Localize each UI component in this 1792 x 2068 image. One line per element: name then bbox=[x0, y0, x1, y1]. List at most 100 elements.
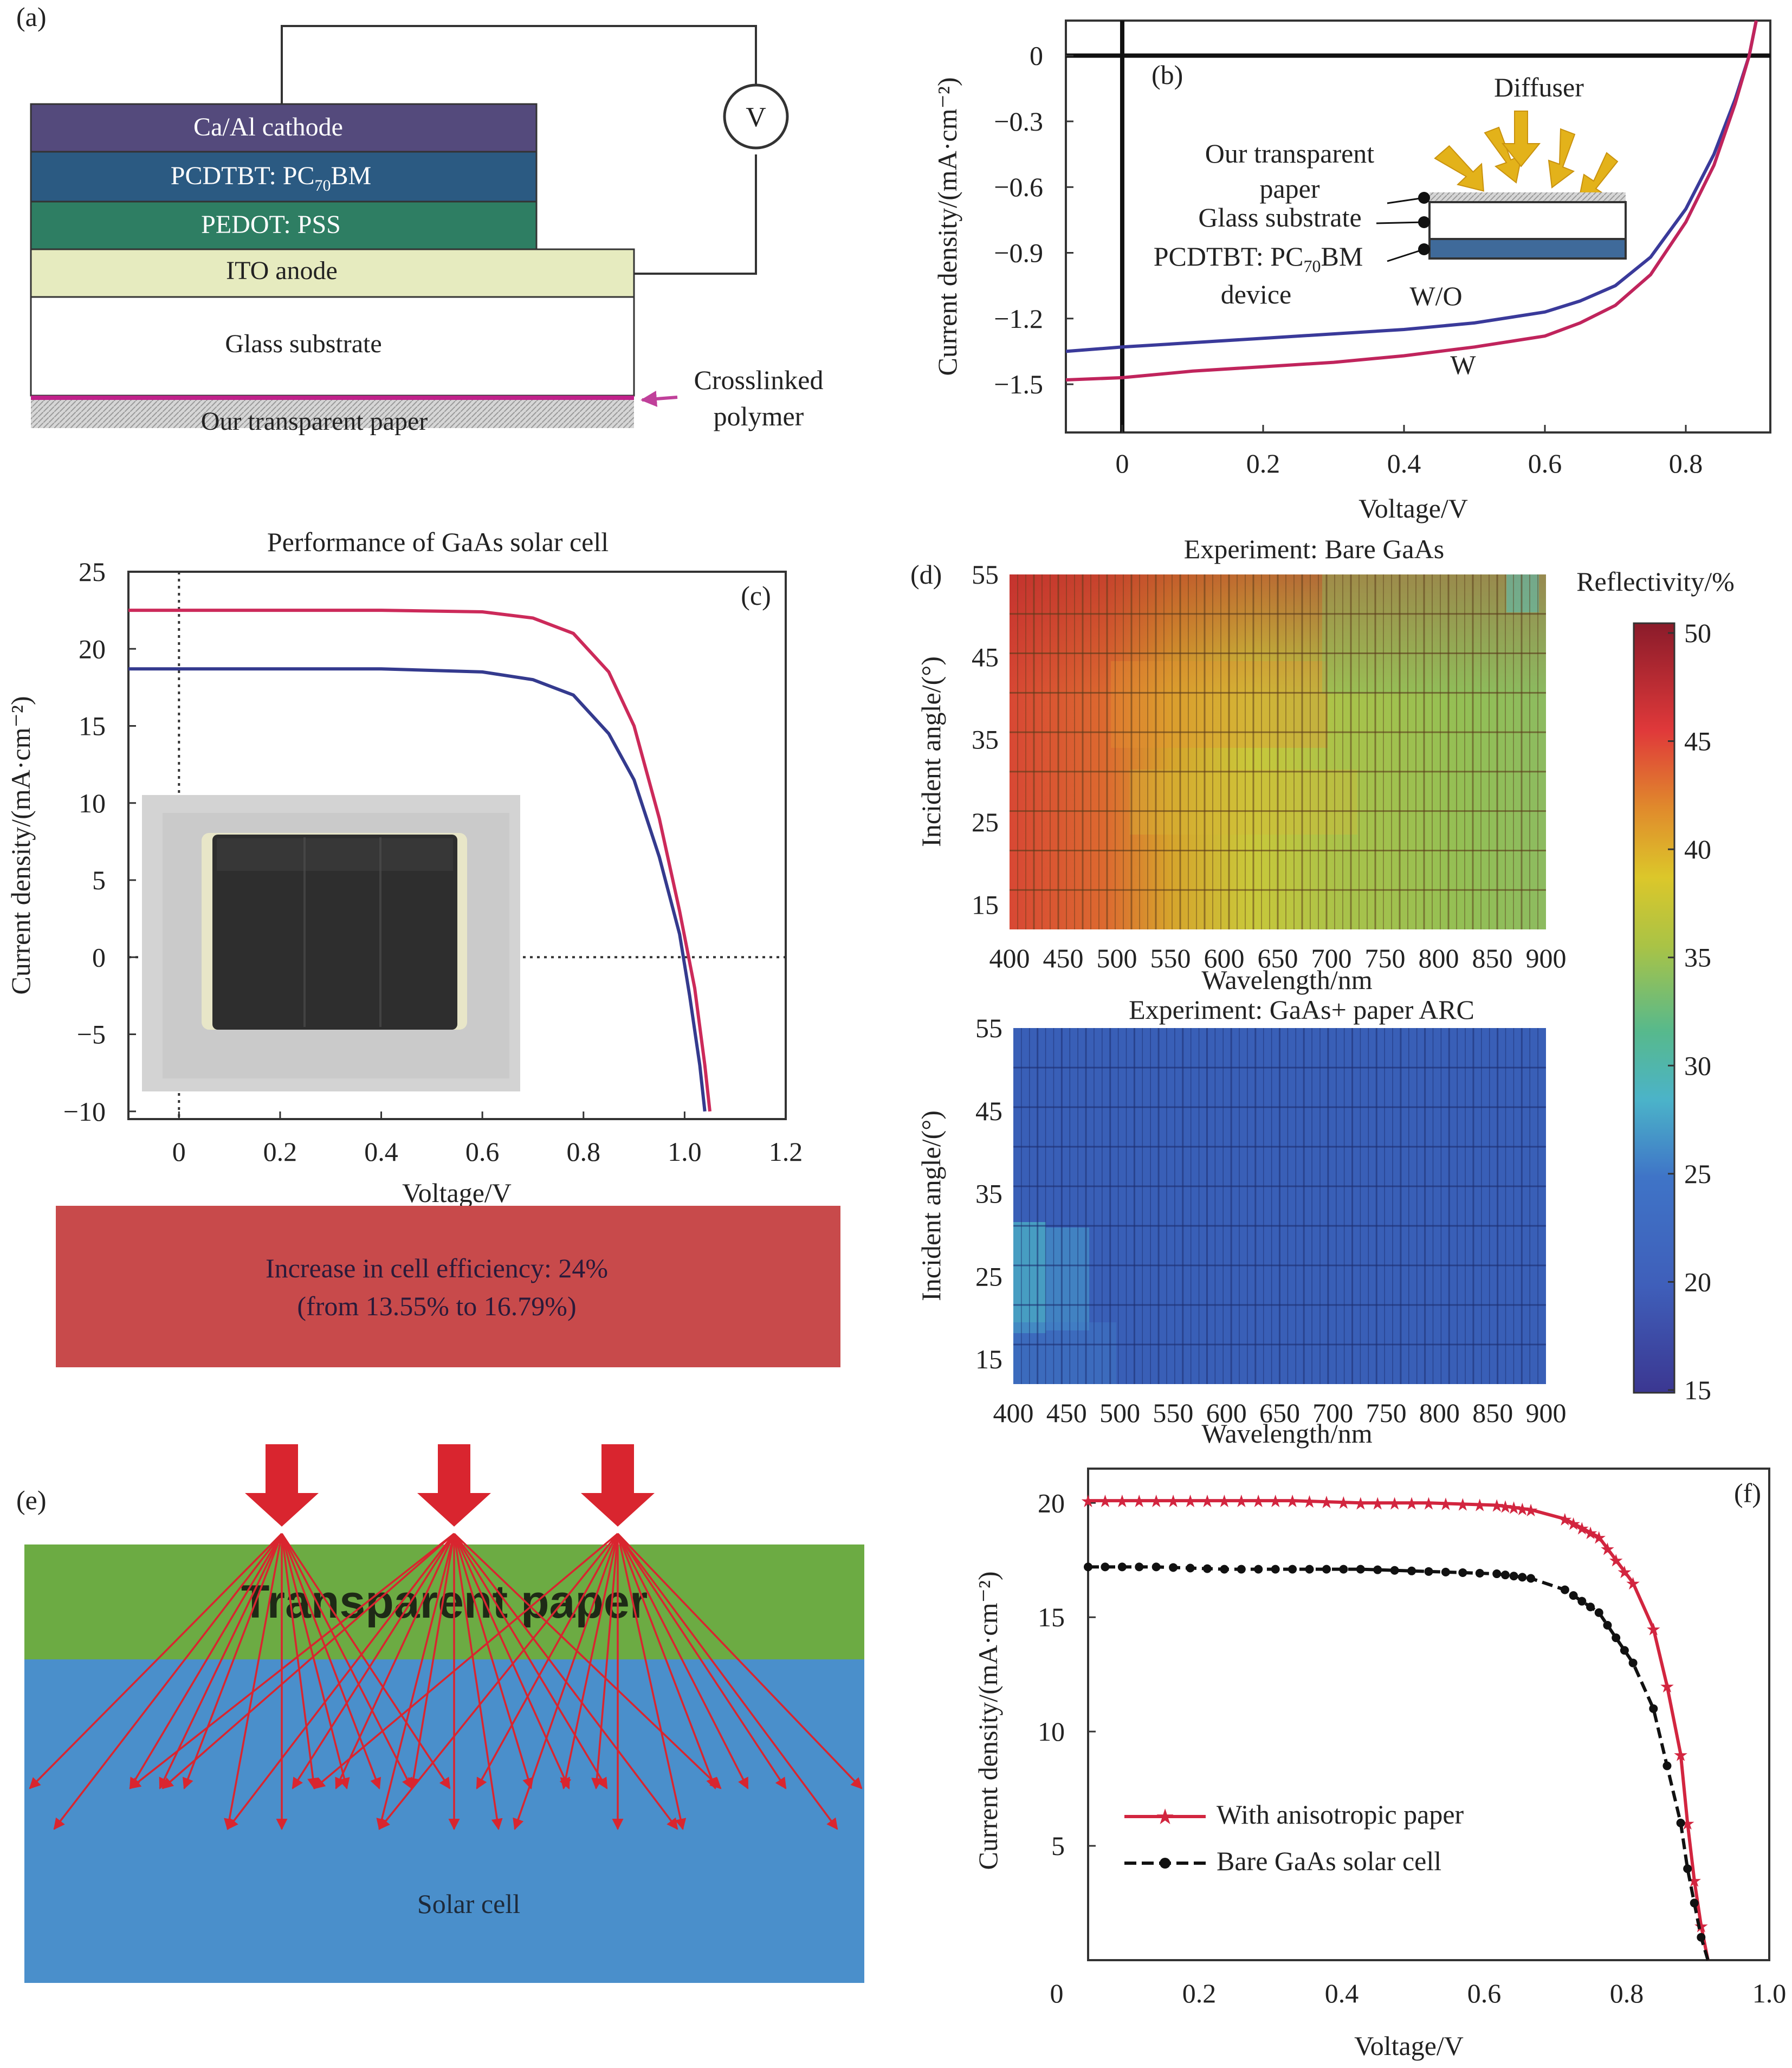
panel-b-axes-lines bbox=[1066, 21, 1770, 432]
panel-f-marker-star: ★ bbox=[1693, 1917, 1709, 1936]
panel-f-marker-circle bbox=[1500, 1571, 1510, 1580]
inset-device bbox=[1428, 238, 1627, 260]
panel-a-tag: (a) bbox=[16, 2, 47, 32]
panel-c-ytick-label: −10 bbox=[63, 1096, 106, 1127]
panel-f-xtick-label: 0 bbox=[1050, 1978, 1064, 2008]
panel-f-marker-star: ★ bbox=[1455, 1495, 1471, 1514]
panel-b-ticks: 0 0.2 0.4 0.6 0.8 0 −0.3 −0.6 −0.9 −1.2 −1.5 bbox=[994, 41, 1703, 479]
panel-b-line-w bbox=[1065, 20, 1758, 382]
light-ray bbox=[224, 1533, 283, 1831]
panel-c-xtick-label: 1.2 bbox=[769, 1136, 803, 1167]
panel-b-ylabel: Current density/(mA·cm⁻²) bbox=[932, 77, 962, 376]
panel-b-series bbox=[1065, 20, 1758, 382]
diffuser-light-arrows bbox=[1434, 111, 1619, 203]
panel-f-marker-circle bbox=[1662, 1761, 1672, 1770]
heatmap-bare-ticks: 400 450 500 550 600 650 700 750 800 850 900 55 45 35 2… bbox=[972, 559, 1567, 973]
panel-b-ytick-label: −1.5 bbox=[994, 369, 1043, 399]
light-ray bbox=[292, 1533, 455, 1789]
panel-f-marker-circle bbox=[1676, 1818, 1685, 1827]
panel-c-ytick-label: 15 bbox=[79, 711, 106, 741]
inset-leader-paper bbox=[1387, 197, 1425, 204]
panel-f-ytick-label: 15 bbox=[1038, 1602, 1065, 1632]
heatmap-bare-ylabel: Incident angle/(°) bbox=[916, 656, 946, 847]
light-ray bbox=[453, 1533, 534, 1790]
layer-ito-label: ITO anode bbox=[226, 256, 338, 285]
heatmap-arc-xtick-label: 550 bbox=[1153, 1398, 1193, 1428]
colorbar-tick-label: 50 bbox=[1684, 618, 1711, 648]
incident-arrow-2 bbox=[417, 1444, 491, 1527]
heatmap-arc-xtick-label: 650 bbox=[1259, 1398, 1300, 1428]
panel-f-marker-star: ★ bbox=[1097, 1491, 1113, 1511]
panel-f-marker-star: ★ bbox=[1523, 1501, 1539, 1520]
inset-paper-label-1: Our transparent bbox=[1205, 138, 1374, 169]
panel-f-marker-star: ★ bbox=[1131, 1491, 1147, 1511]
heatmap-arc-ylabel: Incident angle/(°) bbox=[916, 1110, 946, 1301]
heatmap-arc-xtick-label: 700 bbox=[1312, 1398, 1353, 1428]
panel-c-title: Performance of GaAs solar cell bbox=[267, 527, 609, 557]
panel-c-xlabel: Voltage/V bbox=[402, 1178, 512, 1208]
layer-cathode-label: Ca/Al cathode bbox=[193, 113, 343, 141]
panel-f-marker-star: ★ bbox=[1285, 1491, 1301, 1511]
light-ray bbox=[453, 1533, 570, 1789]
panel-b-xlabel: Voltage/V bbox=[1358, 493, 1468, 524]
light-ray bbox=[281, 1533, 319, 1790]
callout-line-1: Crosslinked bbox=[694, 365, 824, 395]
panel-b-xtick-label: 0.2 bbox=[1246, 448, 1280, 479]
panel-c-ytick-label: 25 bbox=[79, 557, 106, 587]
inset-diffuser-label: Diffuser bbox=[1494, 72, 1584, 102]
light-ray bbox=[182, 1533, 283, 1789]
colorbar-title: Reflectivity/% bbox=[1576, 566, 1735, 597]
panel-c-plot-frame bbox=[127, 571, 787, 1120]
panel-c-tag: (c) bbox=[741, 580, 771, 611]
panel-f-marker-circle bbox=[1441, 1567, 1450, 1576]
inset-paper-label-2: paper bbox=[1259, 173, 1319, 204]
series-label-w: W bbox=[1450, 350, 1476, 380]
panel-f-marker-star: ★ bbox=[1267, 1491, 1283, 1511]
panel-f-marker-star: ★ bbox=[1608, 1551, 1624, 1571]
panel-f-marker-circle bbox=[1586, 1602, 1595, 1612]
panel-f-marker-circle bbox=[1683, 1864, 1692, 1873]
heatmap-bare-xtick-label: 850 bbox=[1472, 943, 1513, 973]
panel-f-marker-circle bbox=[1135, 1562, 1144, 1572]
panel-d-tag: (d) bbox=[910, 559, 942, 590]
panel-f-marker-star: ★ bbox=[1148, 1491, 1164, 1511]
panel-f-ytick-label: 20 bbox=[1038, 1488, 1065, 1518]
heatmap-arc-ytick-label: 45 bbox=[975, 1096, 1002, 1126]
panel-f-marker-circle bbox=[1339, 1565, 1348, 1574]
panel-f-ticks: 0 0.2 0.4 0.6 0.8 1.0 20 15 10 5 bbox=[1038, 1488, 1786, 2008]
layer-cathode bbox=[30, 103, 538, 153]
light-ray bbox=[313, 1533, 619, 1789]
layer-pedot bbox=[30, 201, 538, 250]
heatmap-arc-xtick-label: 450 bbox=[1046, 1398, 1087, 1428]
panel-c-xtick-label: 0 bbox=[172, 1136, 186, 1167]
panel-e-diagram: (e) Transparent paper Solar cell bbox=[16, 1444, 864, 1983]
heatmap-arc-xtick-label: 800 bbox=[1419, 1398, 1460, 1428]
layer-glass-label: Glass substrate bbox=[225, 329, 381, 358]
light-ray bbox=[617, 1533, 749, 1789]
light-ray bbox=[617, 1533, 787, 1789]
series-label-wo: W/O bbox=[1409, 281, 1462, 311]
panel-f-marker-star: ★ bbox=[1489, 1496, 1505, 1515]
panel-f-tag: (f) bbox=[1734, 1478, 1761, 1508]
panel-f-marker-circle bbox=[1373, 1565, 1382, 1574]
panel-f-marker-star: ★ bbox=[1583, 1523, 1599, 1543]
panel-f-marker-star: ★ bbox=[1200, 1491, 1215, 1511]
colorbar-tick-label: 15 bbox=[1684, 1375, 1711, 1405]
efficiency-banner-line-2: (from 13.55% to 16.79%) bbox=[297, 1291, 576, 1321]
panel-e-tag: (e) bbox=[16, 1485, 47, 1515]
panel-b-xtick-label: 0.8 bbox=[1669, 448, 1703, 479]
layer-active-label: PCDTBT: PC70BM bbox=[171, 161, 371, 195]
panel-f-marker-star: ★ bbox=[1591, 1528, 1607, 1548]
panel-f-marker-star: ★ bbox=[1081, 1491, 1096, 1511]
panel-b-xtick-label: 0 bbox=[1116, 448, 1129, 479]
legend-marker-star: ★ bbox=[1155, 1805, 1175, 1829]
inset-glass bbox=[1428, 201, 1627, 240]
panel-f-marker-star: ★ bbox=[1574, 1519, 1590, 1539]
light-ray bbox=[617, 1533, 687, 1831]
panel-f-marker-star: ★ bbox=[1515, 1500, 1530, 1519]
panel-f-marker-circle bbox=[1220, 1565, 1229, 1574]
cell-photo-cell bbox=[212, 835, 457, 1030]
light-ray bbox=[378, 1533, 619, 1830]
panel-c-ytick-label: −5 bbox=[77, 1019, 106, 1050]
heatmap-bare-xtick-label: 550 bbox=[1150, 943, 1191, 973]
